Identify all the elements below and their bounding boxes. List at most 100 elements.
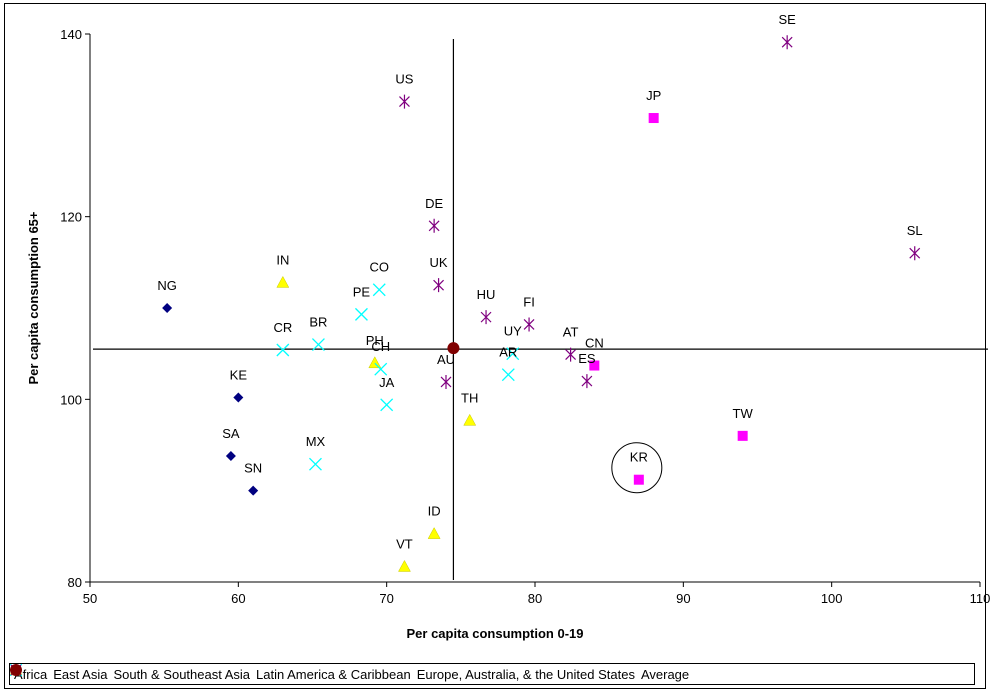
data-point — [372, 283, 386, 297]
data-point-label: HU — [477, 287, 496, 302]
series-europe-australia-the-united-states: SE US DE UK SL HU FI AT ES AU — [395, 12, 923, 389]
x-tick-label: 90 — [676, 591, 690, 606]
data-point-label: AR — [499, 345, 517, 360]
data-point — [781, 35, 793, 50]
data-point — [463, 413, 477, 426]
data-point — [380, 398, 394, 412]
y-tick-label: 120 — [60, 210, 82, 225]
x-tick-label: 110 — [970, 591, 991, 606]
data-point-label: ES — [578, 351, 596, 366]
data-point — [399, 94, 410, 109]
legend-label: Latin America & Caribbean — [256, 666, 411, 682]
series-latin-america-caribbean: CO PE CR BR CH JA MX UY AR — [273, 260, 522, 471]
legend-label: Average — [640, 666, 690, 682]
data-point-label: FI — [523, 294, 535, 309]
data-point — [633, 474, 644, 485]
x-tick-label: 60 — [231, 591, 245, 606]
data-point-label: DE — [425, 196, 443, 211]
data-point — [248, 485, 259, 496]
data-point-label: US — [395, 72, 413, 87]
data-point — [427, 527, 441, 539]
data-point — [428, 218, 440, 233]
y-axis-title: Per capita consumption 65+ — [26, 211, 41, 384]
data-point-label: CN — [585, 336, 604, 351]
chart-frame — [4, 3, 986, 689]
series-east-asia: JP CN TW KR — [585, 88, 754, 494]
legend-marker-icon — [10, 664, 22, 676]
legend-item: East Asia — [11, 665, 108, 682]
data-point — [354, 307, 368, 321]
data-point — [447, 342, 460, 355]
data-point-label: KE — [230, 368, 248, 383]
data-point — [276, 275, 290, 288]
data-point-label: SE — [778, 12, 796, 27]
legend-marker — [10, 664, 22, 676]
legend-label: South & Southeast Asia — [113, 666, 251, 682]
legend-item: Average — [10, 664, 690, 682]
legend-item: Europe, Australia, & the United States — [10, 664, 635, 682]
y-tick-label: 100 — [60, 392, 82, 407]
data-point-label: VT — [396, 536, 413, 551]
highlight-circle — [611, 442, 663, 494]
data-point-label: PH — [366, 333, 384, 348]
data-point-label: JA — [379, 375, 395, 390]
data-point-label: CR — [273, 320, 292, 335]
legend-item: South & Southeast Asia — [10, 664, 251, 682]
data-point-label: MX — [306, 434, 326, 449]
data-point-label: UK — [430, 255, 448, 270]
data-point — [501, 368, 515, 382]
y-tick-label: 80 — [68, 575, 82, 590]
data-point — [309, 457, 322, 471]
data-point — [480, 310, 492, 325]
x-tick-label: 70 — [379, 591, 393, 606]
y-tick-label: 140 — [60, 27, 82, 42]
legend-label: Europe, Australia, & the United States — [416, 666, 635, 682]
data-point-label: UY — [504, 324, 522, 339]
data-point-label: PE — [353, 284, 371, 299]
legend-label: Africa — [14, 666, 48, 682]
legend: Africa East Asia South & Southeast Asia Lat… — [9, 663, 975, 685]
data-point-label: CO — [370, 260, 390, 275]
data-point — [523, 317, 535, 332]
data-point-label: AU — [437, 352, 455, 367]
x-tick-label: 50 — [83, 591, 97, 606]
data-point-label: TW — [733, 406, 754, 421]
data-point — [368, 356, 382, 369]
data-point-label: JP — [646, 88, 661, 103]
data-point-label: KR — [630, 450, 648, 465]
series-south-southeast-asia: IN PH TH ID VT — [276, 252, 478, 572]
series-average — [447, 342, 460, 355]
data-point-label: NG — [157, 278, 177, 293]
data-point — [589, 360, 600, 371]
data-point-label: BR — [309, 315, 327, 330]
data-point-label: AT — [563, 325, 579, 340]
data-point — [311, 338, 325, 351]
data-point — [276, 343, 290, 357]
data-point — [440, 374, 452, 389]
data-point-label: CH — [371, 339, 390, 354]
data-point-label: SA — [222, 426, 240, 441]
data-point — [162, 303, 173, 313]
data-point — [233, 392, 244, 403]
data-point — [565, 347, 577, 362]
data-point — [648, 113, 659, 124]
x-axis-title: Per capita consumption 0-19 — [407, 626, 584, 641]
data-point — [737, 430, 748, 441]
data-point — [433, 278, 445, 293]
data-point-label: ID — [428, 504, 441, 519]
data-point-label: SL — [907, 223, 923, 238]
legend-item: Latin America & Caribbean — [10, 664, 411, 682]
data-point — [374, 362, 388, 376]
data-point — [581, 374, 593, 389]
data-point-label: SN — [244, 461, 262, 476]
data-point — [398, 559, 411, 572]
data-point — [506, 347, 520, 361]
data-point — [225, 450, 236, 461]
data-point-label: TH — [461, 390, 478, 405]
data-point-label: IN — [276, 252, 289, 267]
x-tick-label: 100 — [821, 591, 843, 606]
x-tick-label: 80 — [528, 591, 542, 606]
data-point — [909, 246, 921, 261]
legend-label: East Asia — [53, 666, 108, 682]
